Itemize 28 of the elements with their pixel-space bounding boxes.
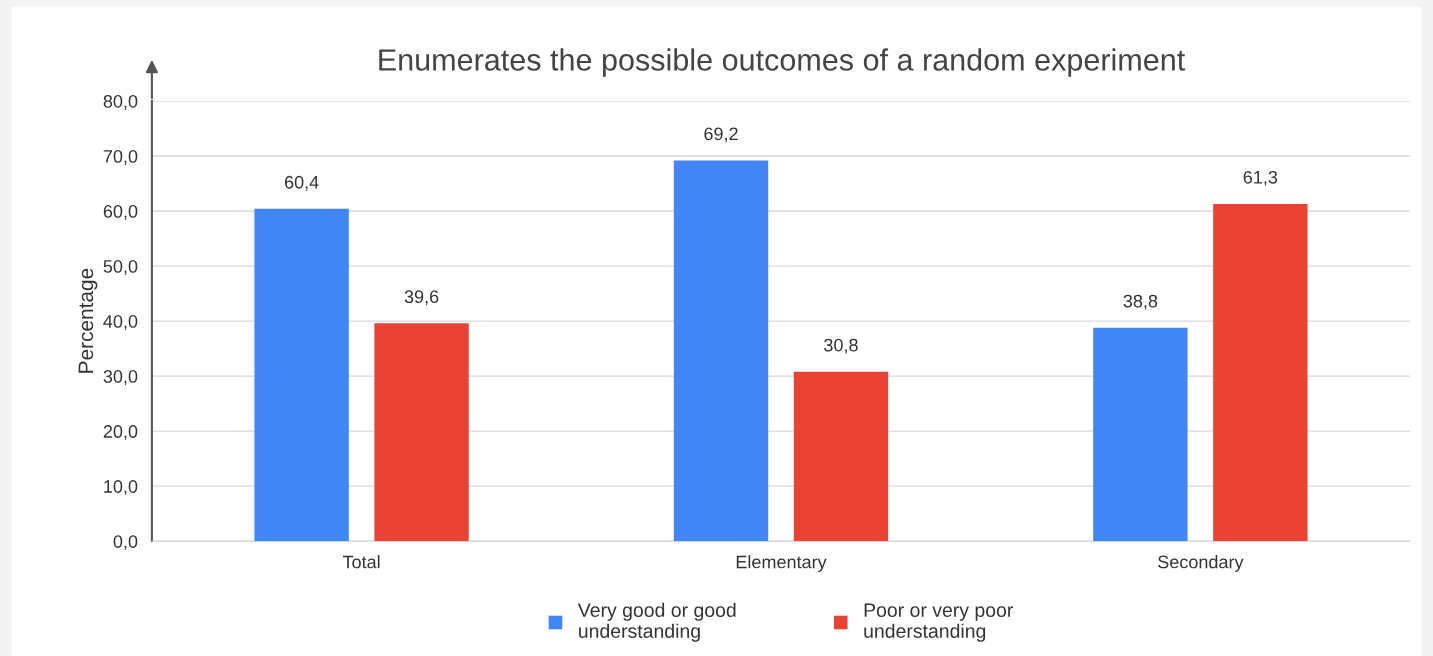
data-label: 69,2 — [704, 127, 738, 143]
x-tick-label: Total — [342, 555, 380, 569]
chart-title: Enumerates the possible outcomes of a random experiment — [379, 48, 1186, 77]
x-tick-label: Secondary — [1158, 555, 1244, 572]
y-tick-label: 10,0 — [104, 480, 138, 496]
data-label: 39,6 — [404, 290, 439, 306]
legend-label: Very good or good understanding — [577, 602, 736, 642]
bar — [254, 208, 349, 542]
y-tick-label: 50,0 — [103, 260, 138, 275]
y-tick-label: 80,0 — [103, 94, 138, 110]
data-label: 60,4 — [284, 175, 319, 191]
y-tick-label: 40,0 — [103, 315, 138, 330]
y-tick-label: 20,0 — [103, 425, 138, 441]
data-label: 30,8 — [824, 338, 858, 354]
y-tick-label: 70,0 — [103, 149, 138, 165]
data-label: 61,3 — [1243, 170, 1278, 186]
legend-label: Poor or very poor understanding — [864, 603, 1014, 642]
y-tick-label: 0,0 — [113, 535, 138, 551]
y-tick-label: 60,0 — [103, 205, 138, 220]
y-axis-title: Percentage — [78, 268, 98, 373]
bar — [1213, 203, 1308, 542]
x-tick-label: Elementary — [736, 555, 827, 572]
bar — [673, 160, 769, 542]
data-label: 38,8 — [1123, 294, 1158, 310]
y-tick-label: 30,0 — [103, 370, 138, 385]
bar — [374, 323, 469, 542]
bar — [793, 371, 889, 542]
bar — [1093, 327, 1188, 542]
